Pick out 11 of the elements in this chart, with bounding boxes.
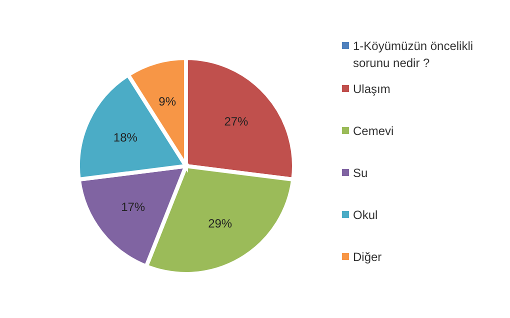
legend-label: Ulaşım bbox=[353, 81, 392, 98]
legend-label: Okul bbox=[353, 207, 379, 224]
data-label: 29% bbox=[208, 216, 232, 231]
data-label: 18% bbox=[113, 130, 138, 144]
data-label: 17% bbox=[121, 200, 146, 214]
legend-label: Cemevi bbox=[353, 123, 395, 140]
legend-label: Diğer bbox=[353, 249, 383, 266]
data-label: 27% bbox=[224, 114, 249, 129]
data-label: 9% bbox=[158, 94, 176, 109]
legend-label: Su bbox=[353, 165, 369, 182]
legend-label: 1-Köyümüzün öncelikli sorunu nedir ? bbox=[353, 38, 474, 72]
